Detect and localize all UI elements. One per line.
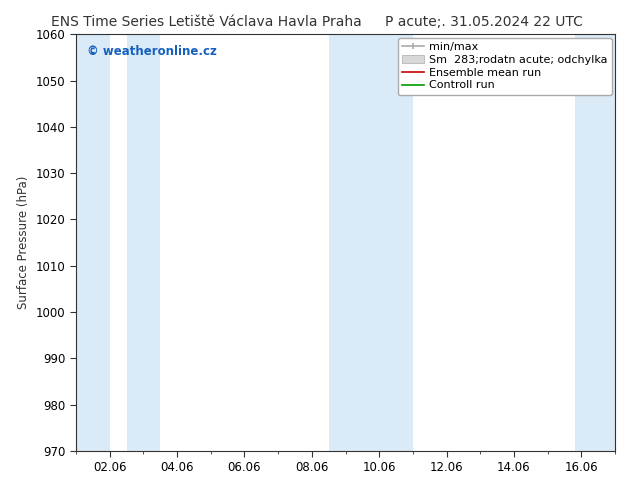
Y-axis label: Surface Pressure (hPa): Surface Pressure (hPa) [17,176,30,309]
Legend: min/max, Sm  283;rodatn acute; odchylka, Ensemble mean run, Controll run: min/max, Sm 283;rodatn acute; odchylka, … [398,38,612,95]
Bar [76,34,110,451]
Bar [328,34,413,451]
Text: P acute;. 31.05.2024 22 UTC: P acute;. 31.05.2024 22 UTC [385,15,583,29]
Bar [127,34,160,451]
Text: ENS Time Series Letiště Václava Havla Praha: ENS Time Series Letiště Václava Havla Pr… [51,15,361,29]
Text: © weatheronline.cz: © weatheronline.cz [87,45,217,58]
Bar [574,34,615,451]
